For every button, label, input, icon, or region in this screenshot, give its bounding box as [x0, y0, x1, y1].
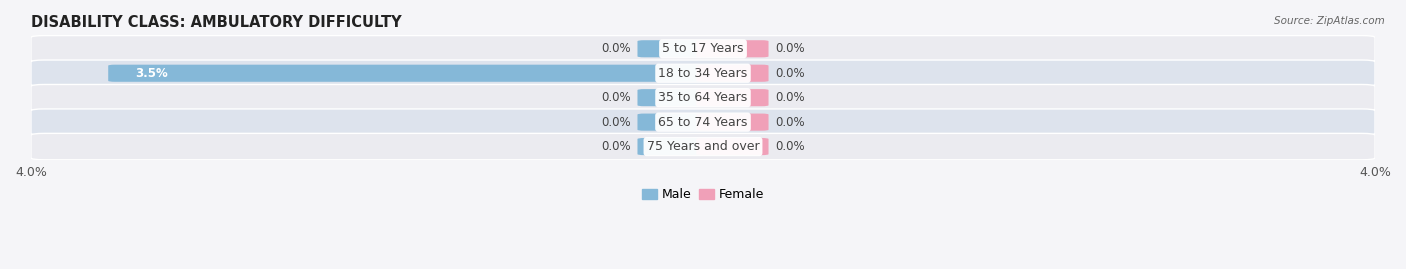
- FancyBboxPatch shape: [637, 114, 710, 131]
- Text: 0.0%: 0.0%: [602, 140, 631, 153]
- Text: 18 to 34 Years: 18 to 34 Years: [658, 67, 748, 80]
- Text: 3.5%: 3.5%: [135, 67, 167, 80]
- FancyBboxPatch shape: [31, 60, 1375, 86]
- FancyBboxPatch shape: [696, 114, 769, 131]
- FancyBboxPatch shape: [696, 138, 769, 155]
- Text: 0.0%: 0.0%: [602, 91, 631, 104]
- FancyBboxPatch shape: [696, 40, 769, 57]
- Text: 35 to 64 Years: 35 to 64 Years: [658, 91, 748, 104]
- Text: 5 to 17 Years: 5 to 17 Years: [662, 42, 744, 55]
- FancyBboxPatch shape: [31, 133, 1375, 160]
- FancyBboxPatch shape: [31, 109, 1375, 135]
- Text: Source: ZipAtlas.com: Source: ZipAtlas.com: [1274, 16, 1385, 26]
- Legend: Male, Female: Male, Female: [641, 188, 765, 201]
- Text: 65 to 74 Years: 65 to 74 Years: [658, 116, 748, 129]
- Text: 0.0%: 0.0%: [775, 116, 804, 129]
- FancyBboxPatch shape: [696, 65, 769, 82]
- Text: 0.0%: 0.0%: [775, 42, 804, 55]
- FancyBboxPatch shape: [637, 40, 710, 57]
- Text: 75 Years and over: 75 Years and over: [647, 140, 759, 153]
- Text: DISABILITY CLASS: AMBULATORY DIFFICULTY: DISABILITY CLASS: AMBULATORY DIFFICULTY: [31, 15, 402, 30]
- FancyBboxPatch shape: [31, 84, 1375, 111]
- Text: 0.0%: 0.0%: [775, 91, 804, 104]
- FancyBboxPatch shape: [637, 138, 710, 155]
- FancyBboxPatch shape: [108, 65, 710, 82]
- FancyBboxPatch shape: [637, 89, 710, 106]
- Text: 0.0%: 0.0%: [602, 42, 631, 55]
- FancyBboxPatch shape: [696, 89, 769, 106]
- Text: 0.0%: 0.0%: [775, 140, 804, 153]
- Text: 0.0%: 0.0%: [602, 116, 631, 129]
- FancyBboxPatch shape: [31, 36, 1375, 62]
- Text: 0.0%: 0.0%: [775, 67, 804, 80]
